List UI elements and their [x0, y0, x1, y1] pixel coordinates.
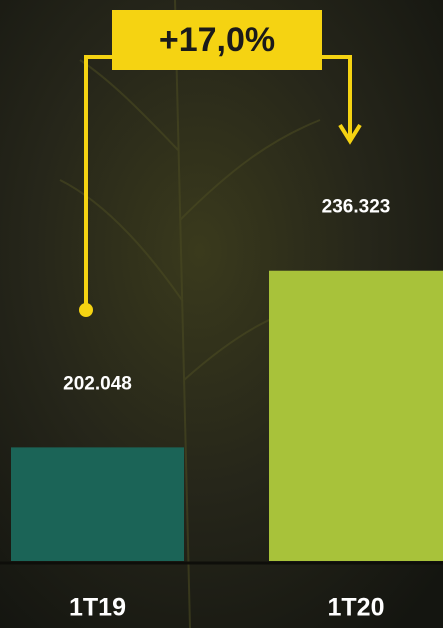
- value-label: 202.048: [63, 373, 132, 394]
- arrow-head: [338, 123, 362, 145]
- bar: [11, 447, 184, 561]
- x-tick-label: 1T19: [69, 594, 126, 622]
- x-tick-label: 1T20: [328, 594, 385, 622]
- arrow-line: [322, 55, 352, 138]
- arrow-line: [84, 55, 112, 310]
- bar: [269, 270, 443, 561]
- background-plant: [59, 0, 331, 628]
- annotation-text: +17,0%: [159, 21, 275, 59]
- value-label: 236.323: [322, 197, 391, 218]
- change-annotation: +17,0%: [79, 10, 362, 317]
- arrow-dot: [79, 303, 93, 317]
- annotation-box: [112, 10, 322, 70]
